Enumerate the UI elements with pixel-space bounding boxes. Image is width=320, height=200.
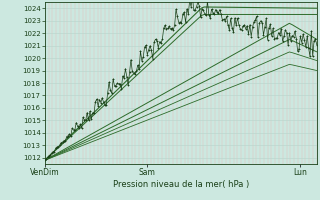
X-axis label: Pression niveau de la mer( hPa ): Pression niveau de la mer( hPa ): [113, 180, 249, 189]
